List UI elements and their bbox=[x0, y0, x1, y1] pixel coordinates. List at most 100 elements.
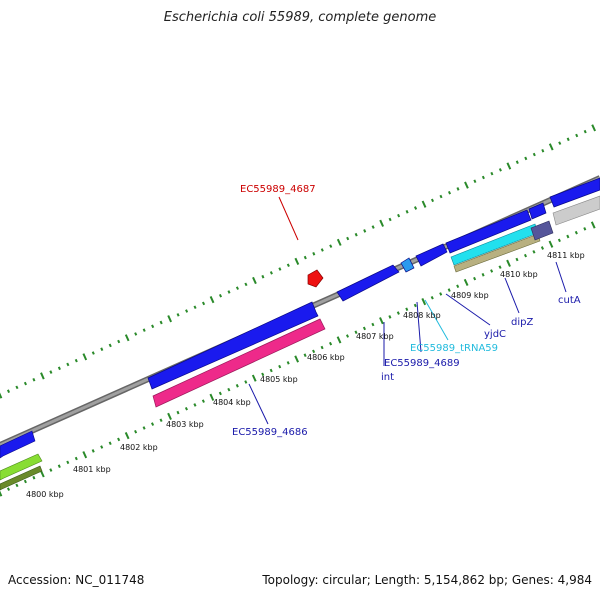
kbp-labels: 4800 kbp 4801 kbp 4802 kbp 4803 kbp 4804… bbox=[26, 251, 585, 499]
tick-mark bbox=[49, 370, 53, 374]
gene-features bbox=[0, 177, 600, 491]
gene-arrow-left-olive[interactable] bbox=[0, 465, 43, 491]
tick-mark bbox=[371, 322, 375, 327]
gene-arrow-top-right[interactable] bbox=[549, 177, 600, 208]
tick-mark bbox=[261, 274, 265, 279]
tick-mark bbox=[40, 372, 45, 380]
tick-mark bbox=[583, 129, 587, 134]
gene-arrow-left-blue[interactable] bbox=[0, 430, 36, 459]
tick-mark bbox=[439, 292, 443, 296]
tick-mark bbox=[91, 449, 95, 453]
tick-mark bbox=[159, 320, 163, 325]
gene-block-light-gray[interactable] bbox=[552, 195, 600, 226]
tick-mark bbox=[261, 372, 265, 377]
kbp-label: 4801 kbp bbox=[73, 465, 111, 474]
tick-mark bbox=[574, 230, 578, 235]
tick-mark bbox=[151, 324, 155, 329]
tick-mark bbox=[397, 213, 401, 218]
tick-mark bbox=[439, 194, 443, 199]
tick-mark bbox=[124, 431, 130, 440]
tick-mark bbox=[0, 392, 3, 399]
tick-mark bbox=[456, 284, 460, 289]
tick-mark bbox=[447, 190, 452, 195]
gene-arrow-left-lime[interactable] bbox=[0, 453, 43, 481]
tick-mark bbox=[150, 422, 155, 426]
tick-mark bbox=[354, 232, 358, 237]
tick-mark bbox=[269, 271, 273, 275]
kbp-label: 4803 kbp bbox=[166, 420, 204, 429]
kbp-label: 4809 kbp bbox=[451, 291, 489, 300]
tick-mark bbox=[558, 141, 562, 145]
tick-mark bbox=[167, 412, 172, 421]
tick-mark bbox=[134, 332, 138, 336]
kbp-label: 4811 kbp bbox=[547, 251, 585, 260]
tick-mark bbox=[0, 490, 3, 497]
outer-tick-row bbox=[0, 124, 597, 399]
gene-band-khaki[interactable] bbox=[453, 233, 541, 273]
tick-mark bbox=[421, 200, 427, 208]
gene-ec55989-4687[interactable] bbox=[307, 269, 324, 288]
gene-label-yjdc[interactable]: yjdC bbox=[484, 329, 506, 340]
tick-mark bbox=[100, 347, 104, 351]
tick-mark bbox=[227, 290, 231, 294]
tick-mark bbox=[286, 263, 290, 268]
gene-arrow-int[interactable] bbox=[336, 264, 400, 302]
tick-mark bbox=[32, 377, 36, 382]
tick-mark bbox=[244, 282, 248, 287]
tick-mark bbox=[548, 240, 554, 248]
tick-mark bbox=[312, 349, 316, 354]
gene-arrow-yjdc[interactable] bbox=[445, 209, 532, 254]
kbp-label: 4807 kbp bbox=[356, 332, 394, 341]
tick-mark bbox=[201, 301, 206, 306]
gene-label-ec55989-4689[interactable]: EC55989_4689 bbox=[384, 358, 460, 369]
tick-mark bbox=[371, 225, 375, 229]
inner-tick-row bbox=[0, 221, 596, 497]
rna-band-pink[interactable] bbox=[152, 318, 326, 408]
tick-mark bbox=[167, 315, 173, 323]
tick-mark bbox=[286, 361, 290, 365]
tick-mark bbox=[218, 391, 222, 396]
gene-label-cuta[interactable]: cutA bbox=[558, 295, 581, 306]
label-connectors bbox=[248, 196, 567, 425]
gene-label-ec55989-trna59[interactable]: EC55989_tRNA59 bbox=[410, 343, 498, 354]
tick-mark bbox=[159, 418, 163, 423]
tick-mark bbox=[362, 326, 367, 331]
tick-mark bbox=[541, 148, 545, 153]
tick-mark bbox=[396, 311, 400, 315]
tick-mark bbox=[566, 234, 570, 239]
gene-label-ec55989-4686[interactable]: EC55989_4686 bbox=[232, 427, 308, 438]
tick-mark bbox=[294, 355, 300, 363]
tick-mark bbox=[303, 255, 307, 260]
tick-mark bbox=[142, 426, 146, 430]
tick-mark bbox=[430, 198, 435, 203]
tick-mark bbox=[23, 381, 28, 386]
tick-mark bbox=[91, 351, 95, 355]
tick-mark bbox=[15, 385, 19, 390]
gene-arrow-ec55989-4686[interactable] bbox=[147, 301, 319, 390]
tick-mark bbox=[388, 315, 392, 319]
tick-mark bbox=[524, 156, 528, 161]
gene-label-int[interactable]: int bbox=[381, 372, 394, 383]
tick-mark bbox=[244, 380, 248, 384]
tick-mark bbox=[532, 152, 536, 157]
tick-mark bbox=[142, 328, 146, 332]
kbp-label: 4802 kbp bbox=[120, 443, 158, 452]
tick-mark bbox=[456, 187, 460, 191]
kbp-label: 4800 kbp bbox=[26, 490, 64, 499]
gene-arrow-small[interactable] bbox=[415, 243, 448, 267]
gene-ec55989-4689[interactable] bbox=[400, 257, 415, 273]
tick-mark bbox=[108, 441, 112, 446]
tick-mark bbox=[354, 330, 358, 335]
kbp-label: 4805 kbp bbox=[260, 375, 298, 384]
tick-mark bbox=[117, 339, 121, 344]
tick-mark bbox=[557, 238, 561, 243]
gene-block-slate[interactable] bbox=[530, 220, 554, 241]
gene-arrow-dipz-upper[interactable] bbox=[528, 202, 547, 220]
tick-mark bbox=[235, 384, 239, 388]
tick-mark bbox=[532, 250, 536, 254]
gene-label-dipz[interactable]: dipZ bbox=[511, 317, 533, 328]
tick-mark bbox=[23, 479, 27, 484]
tick-mark bbox=[548, 143, 554, 151]
tick-mark bbox=[269, 368, 273, 373]
gene-label-ec55989-4687[interactable]: EC55989_4687 bbox=[240, 184, 316, 195]
